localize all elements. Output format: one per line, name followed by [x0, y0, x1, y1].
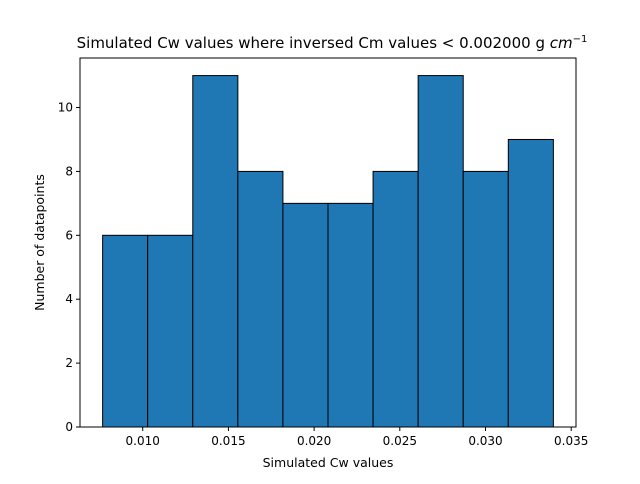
histogram-bar — [327, 202, 374, 428]
x-axis: 0.010 0.015 0.020 0.025 0.030 0.035 — [126, 427, 588, 448]
x-tick-label: 0.015 — [211, 434, 245, 448]
plot-frame — [79, 57, 577, 428]
histogram-bar — [282, 202, 329, 428]
histogram-bar — [462, 170, 509, 428]
y-tick-label: 10 — [58, 101, 73, 115]
chart-title-main: Simulated Cw values where inversed Cm va… — [77, 34, 545, 52]
chart-title: Simulated Cw values where inversed Cm va… — [77, 34, 588, 52]
bars-group — [102, 75, 554, 428]
x-axis-label: Simulated Cw values — [263, 455, 394, 470]
y-tick-label: 4 — [65, 292, 73, 306]
y-tick-label: 8 — [65, 164, 73, 178]
y-axis: 0 2 4 6 8 10 — [58, 101, 80, 434]
x-tick-label: 0.030 — [468, 434, 502, 448]
y-tick-label: 2 — [65, 356, 73, 370]
x-tick-label: 0.025 — [383, 434, 417, 448]
x-tick-label: 0.010 — [126, 434, 160, 448]
histogram-bar — [237, 170, 284, 428]
y-tick-label: 6 — [65, 228, 73, 242]
histogram-bar — [147, 234, 194, 428]
histogram-bar — [192, 75, 239, 428]
x-tick-label: 0.020 — [297, 434, 331, 448]
chart-title-unit-exponent: −1 — [573, 34, 588, 45]
y-axis-label: Number of datapoints — [32, 174, 47, 311]
histogram-bar — [507, 138, 554, 428]
histogram-bar — [102, 234, 149, 428]
x-tick-label: 0.035 — [554, 434, 588, 448]
histogram-bar — [417, 75, 464, 428]
chart-title-unit: cm — [550, 34, 573, 52]
y-tick-label: 0 — [65, 420, 73, 434]
histogram-bar — [372, 170, 419, 428]
